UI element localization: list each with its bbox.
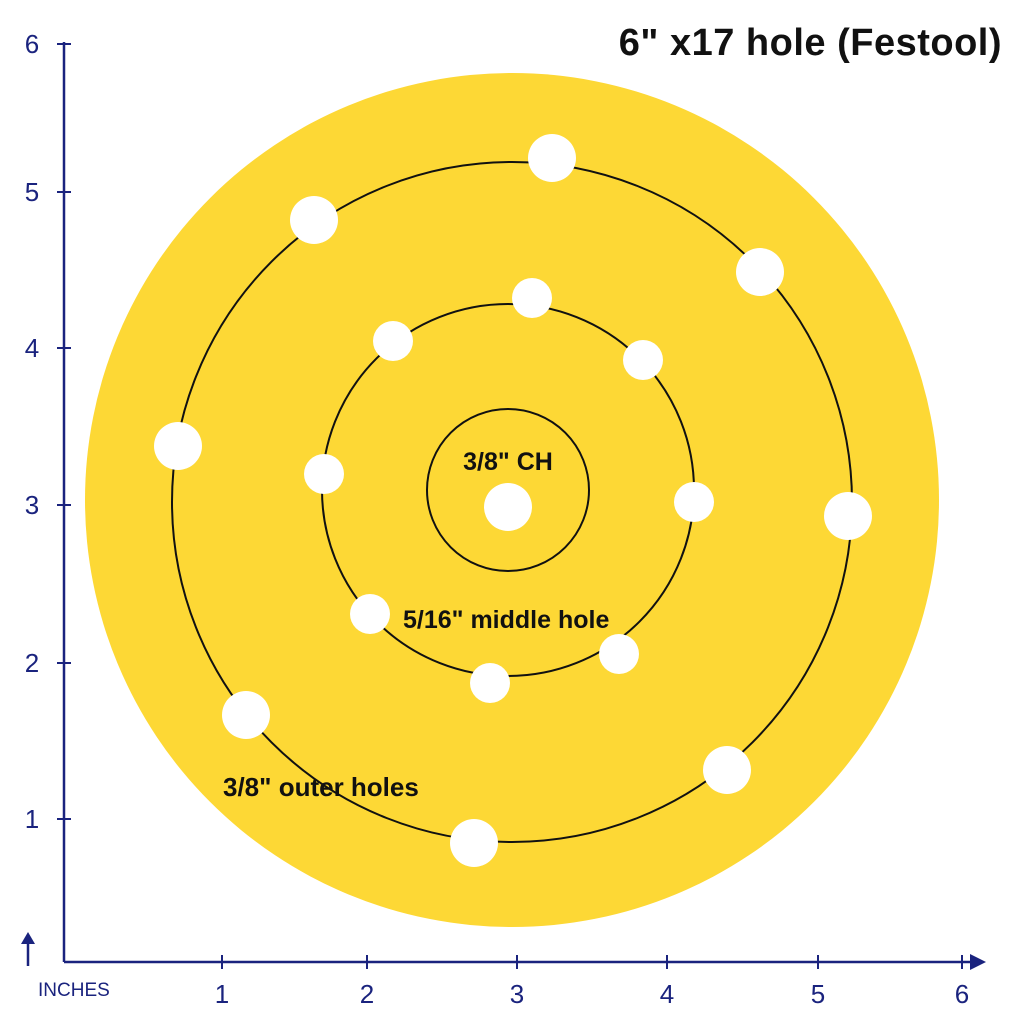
middle-hole	[599, 634, 639, 674]
x-tick: 3	[510, 955, 524, 1009]
x-tick-label: 2	[360, 979, 374, 1009]
outer-hole	[154, 422, 202, 470]
middle-hole	[674, 482, 714, 522]
y-tick-label: 3	[25, 490, 39, 520]
y-tick-label: 1	[25, 804, 39, 834]
outer-hole	[290, 196, 338, 244]
y-tick: 1	[25, 804, 71, 834]
x-tick: 2	[360, 955, 374, 1009]
y-tick: 4	[25, 333, 71, 363]
center-ring-line	[426, 408, 590, 572]
x-tick: 4	[660, 955, 674, 1009]
x-tick: 5	[811, 955, 825, 1009]
middle-hole-label: 5/16" middle hole	[403, 606, 609, 634]
outer-hole	[222, 691, 270, 739]
x-tick-label: 1	[215, 979, 229, 1009]
y-tick-label: 6	[25, 29, 39, 59]
y-tick-label: 2	[25, 648, 39, 678]
up-arrow-icon	[21, 932, 35, 966]
middle-hole	[304, 454, 344, 494]
center-hole-label: 3/8" CH	[463, 448, 553, 476]
page-title: 6" x17 hole (Festool)	[618, 22, 1002, 64]
x-tick: 6	[955, 955, 969, 1009]
outer-holes-label: 3/8" outer holes	[223, 772, 419, 802]
x-tick-label: 3	[510, 979, 524, 1009]
outer-hole	[824, 492, 872, 540]
units-label: INCHES	[38, 980, 110, 1001]
y-tick-label: 4	[25, 333, 39, 363]
middle-hole	[623, 340, 663, 380]
x-axis	[64, 954, 986, 970]
y-tick-label: 5	[25, 177, 39, 207]
x-tick: 1	[215, 955, 229, 1009]
x-axis-arrowhead	[970, 954, 986, 970]
outer-holes-group	[154, 134, 872, 867]
middle-hole	[470, 663, 510, 703]
middle-hole	[512, 278, 552, 318]
x-tick-label: 6	[955, 979, 969, 1009]
y-tick: 2	[25, 648, 71, 678]
outer-hole	[528, 134, 576, 182]
outer-hole	[703, 746, 751, 794]
x-axis-ticks: 1 2 3 4 5 6	[215, 955, 969, 1009]
y-tick: 5	[25, 177, 71, 207]
y-tick: 3	[25, 490, 71, 520]
outer-hole	[736, 248, 784, 296]
y-tick: 6	[25, 29, 71, 59]
middle-hole	[373, 321, 413, 361]
y-axis-ticks: 1 2 3 4 5 6	[25, 29, 71, 834]
center-hole	[484, 483, 532, 531]
x-tick-label: 4	[660, 979, 674, 1009]
middle-holes-group	[304, 278, 714, 703]
outer-hole	[450, 819, 498, 867]
middle-hole	[350, 594, 390, 634]
x-tick-label: 5	[811, 979, 825, 1009]
